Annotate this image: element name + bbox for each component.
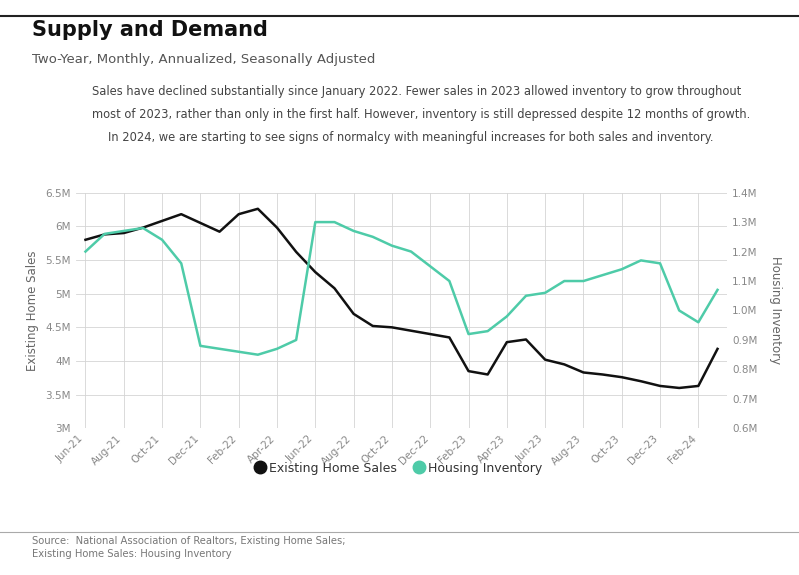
Text: Supply and Demand: Supply and Demand — [32, 20, 268, 40]
Text: Source:  National Association of Realtors, Existing Home Sales;: Source: National Association of Realtors… — [32, 536, 345, 546]
Legend: Existing Home Sales, Housing Inventory: Existing Home Sales, Housing Inventory — [252, 457, 547, 480]
Y-axis label: Existing Home Sales: Existing Home Sales — [26, 250, 38, 371]
Text: Existing Home Sales: Housing Inventory: Existing Home Sales: Housing Inventory — [32, 549, 232, 558]
Text: In 2024, we are starting to see signs of normalcy with meaningful increases for : In 2024, we are starting to see signs of… — [108, 131, 714, 144]
Text: Sales have declined substantially since January 2022. Fewer sales in 2023 allowe: Sales have declined substantially since … — [92, 85, 741, 98]
Text: Two-Year, Monthly, Annualized, Seasonally Adjusted: Two-Year, Monthly, Annualized, Seasonall… — [32, 53, 376, 66]
Text: most of 2023, rather than only in the first half. However, inventory is still de: most of 2023, rather than only in the fi… — [92, 108, 750, 121]
Y-axis label: Housing Inventory: Housing Inventory — [769, 256, 781, 365]
